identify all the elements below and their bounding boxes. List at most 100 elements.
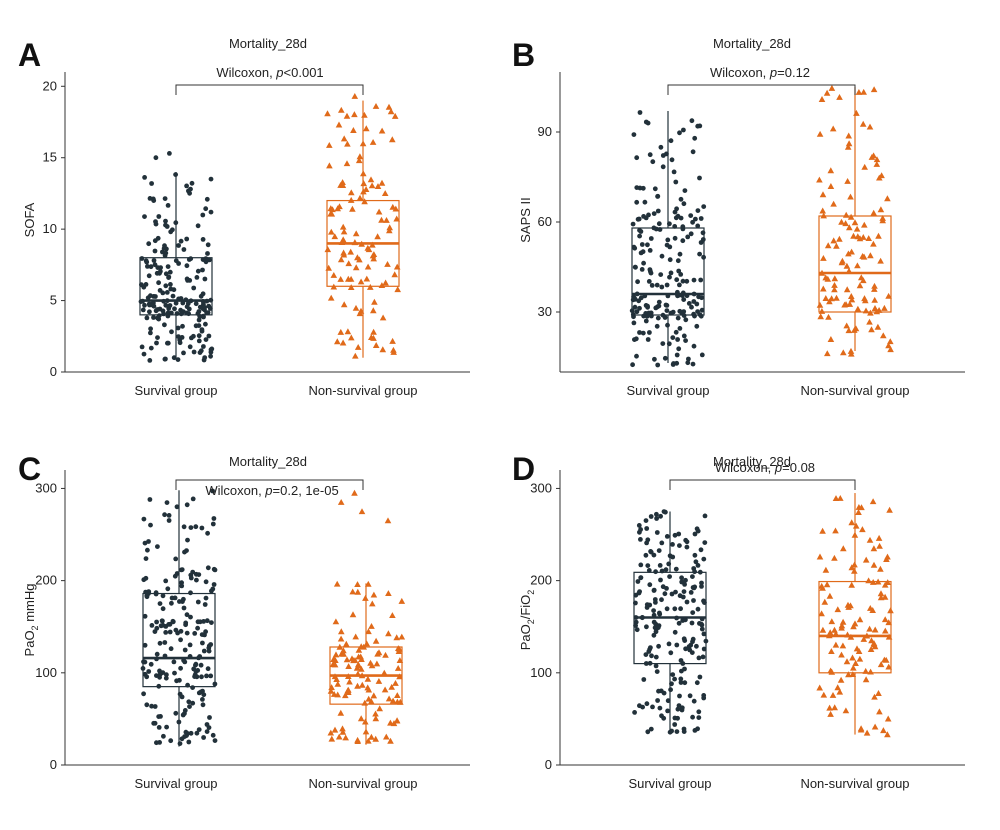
data-point	[354, 682, 361, 689]
data-point	[370, 255, 377, 262]
data-point	[692, 552, 698, 558]
data-point	[156, 725, 162, 730]
data-point	[144, 702, 150, 708]
data-point	[833, 242, 840, 249]
data-point	[153, 219, 158, 225]
data-point	[840, 545, 847, 552]
data-point	[678, 658, 684, 663]
data-point	[861, 163, 868, 170]
y-axis-label-main: SAPS II	[518, 197, 533, 243]
data-point	[328, 228, 335, 235]
data-point	[632, 337, 637, 342]
data-point	[845, 327, 853, 334]
data-point	[638, 229, 644, 234]
data-point	[179, 736, 185, 742]
data-point	[660, 164, 666, 170]
panel-letter: C	[18, 451, 41, 487]
data-point	[187, 704, 192, 709]
data-point	[372, 342, 380, 348]
data-point	[824, 242, 832, 249]
data-point	[327, 294, 335, 301]
boxes	[633, 493, 892, 735]
data-point	[834, 684, 841, 691]
data-point	[392, 205, 400, 212]
data-point	[677, 282, 682, 288]
data-point	[884, 731, 891, 738]
data-point	[394, 286, 401, 293]
data-point	[208, 176, 214, 182]
data-point	[357, 278, 365, 285]
data-point	[885, 292, 892, 299]
data-point	[163, 630, 169, 635]
data-point	[389, 612, 396, 618]
data-point	[165, 340, 171, 346]
data-point	[842, 707, 850, 714]
data-point	[641, 260, 646, 266]
data-point	[365, 580, 372, 587]
data-point	[841, 301, 848, 308]
data-point	[648, 270, 654, 276]
data-point	[686, 301, 692, 306]
annotation-prefix: Wilcoxon,	[715, 460, 775, 475]
data-point	[661, 509, 667, 514]
data-point	[394, 665, 402, 671]
data-point	[345, 686, 352, 693]
data-point	[822, 566, 830, 573]
data-point	[877, 257, 884, 264]
data-point	[677, 308, 683, 314]
data-point	[331, 661, 339, 668]
data-point	[155, 544, 160, 549]
y-axis-label: PaO2/FiO2	[518, 590, 536, 651]
data-point	[339, 339, 347, 346]
significance-bracket	[669, 479, 856, 490]
data-point	[180, 323, 185, 329]
data-point	[887, 338, 894, 345]
data-point	[678, 606, 683, 612]
data-point	[661, 715, 667, 721]
data-point	[662, 591, 668, 597]
data-point	[649, 653, 654, 659]
data-point	[839, 642, 847, 649]
data-point	[680, 238, 686, 244]
data-point	[655, 625, 661, 630]
data-point	[654, 516, 659, 521]
data-point	[199, 632, 205, 637]
data-point	[162, 243, 167, 249]
data-point	[870, 209, 877, 216]
data-point	[827, 710, 834, 717]
data-point	[654, 511, 659, 517]
y-axis-label-main: PaO	[518, 624, 533, 650]
data-point	[832, 495, 840, 501]
data-point	[193, 323, 199, 329]
data-point	[643, 318, 649, 324]
data-point	[333, 580, 341, 587]
data-point	[700, 230, 706, 236]
data-point	[676, 620, 682, 626]
data-point	[643, 552, 649, 558]
data-point	[691, 343, 697, 349]
data-point	[651, 211, 657, 217]
data-point	[656, 221, 662, 227]
data-point	[816, 130, 824, 137]
data-point	[337, 635, 345, 642]
data-point	[664, 242, 670, 248]
data-point	[678, 676, 684, 682]
data-point	[866, 625, 873, 632]
data-point	[369, 600, 376, 607]
panel-b: B Mortality_28d SAPS II 30 60 90 Survival …	[512, 36, 965, 398]
data-point	[370, 328, 377, 335]
data-point	[172, 306, 177, 312]
data-point	[691, 277, 697, 283]
data-point	[854, 305, 862, 312]
data-point	[332, 651, 340, 658]
data-point	[654, 530, 660, 535]
data-point	[656, 299, 662, 305]
data-point	[167, 269, 173, 275]
data-point	[688, 231, 694, 237]
data-point	[324, 110, 331, 117]
data-point	[157, 288, 163, 293]
data-point	[634, 627, 640, 633]
data-point	[352, 352, 359, 359]
data-point	[324, 246, 332, 253]
data-point	[354, 344, 362, 350]
